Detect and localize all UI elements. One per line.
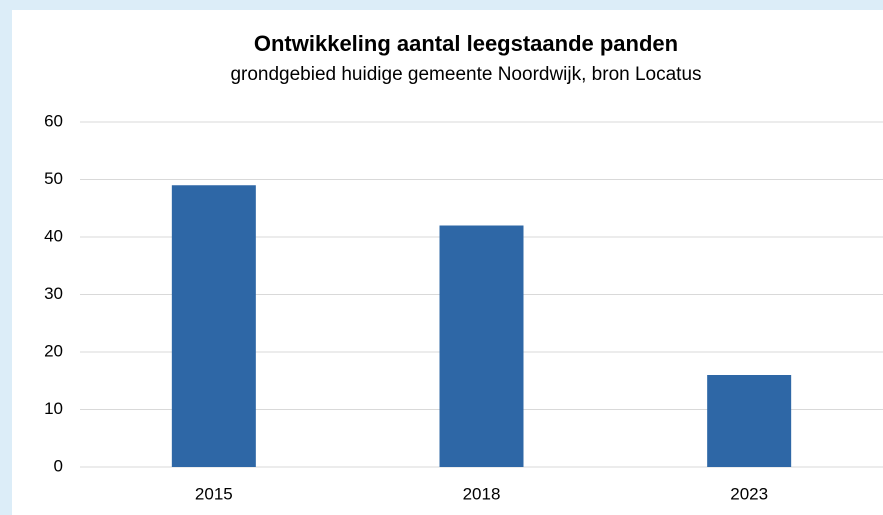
chart-subtitle: grondgebied huidige gemeente Noordwijk, … (230, 64, 701, 85)
y-tick-label: 50 (44, 169, 63, 188)
y-tick-label: 0 (54, 456, 63, 475)
y-tick-label: 10 (44, 399, 63, 418)
x-tick-label: 2015 (195, 484, 233, 503)
bar (171, 185, 256, 467)
chart-title: Ontwikkeling aantal leegstaande panden (254, 31, 678, 56)
y-tick-label: 20 (44, 341, 63, 360)
y-tick-label: 30 (44, 284, 63, 303)
bar (707, 375, 792, 467)
y-tick-label: 40 (44, 226, 63, 245)
x-tick-label: 2023 (730, 484, 768, 503)
y-tick-label: 60 (44, 111, 63, 130)
x-tick-label: 2018 (463, 484, 501, 503)
bar (439, 225, 524, 467)
